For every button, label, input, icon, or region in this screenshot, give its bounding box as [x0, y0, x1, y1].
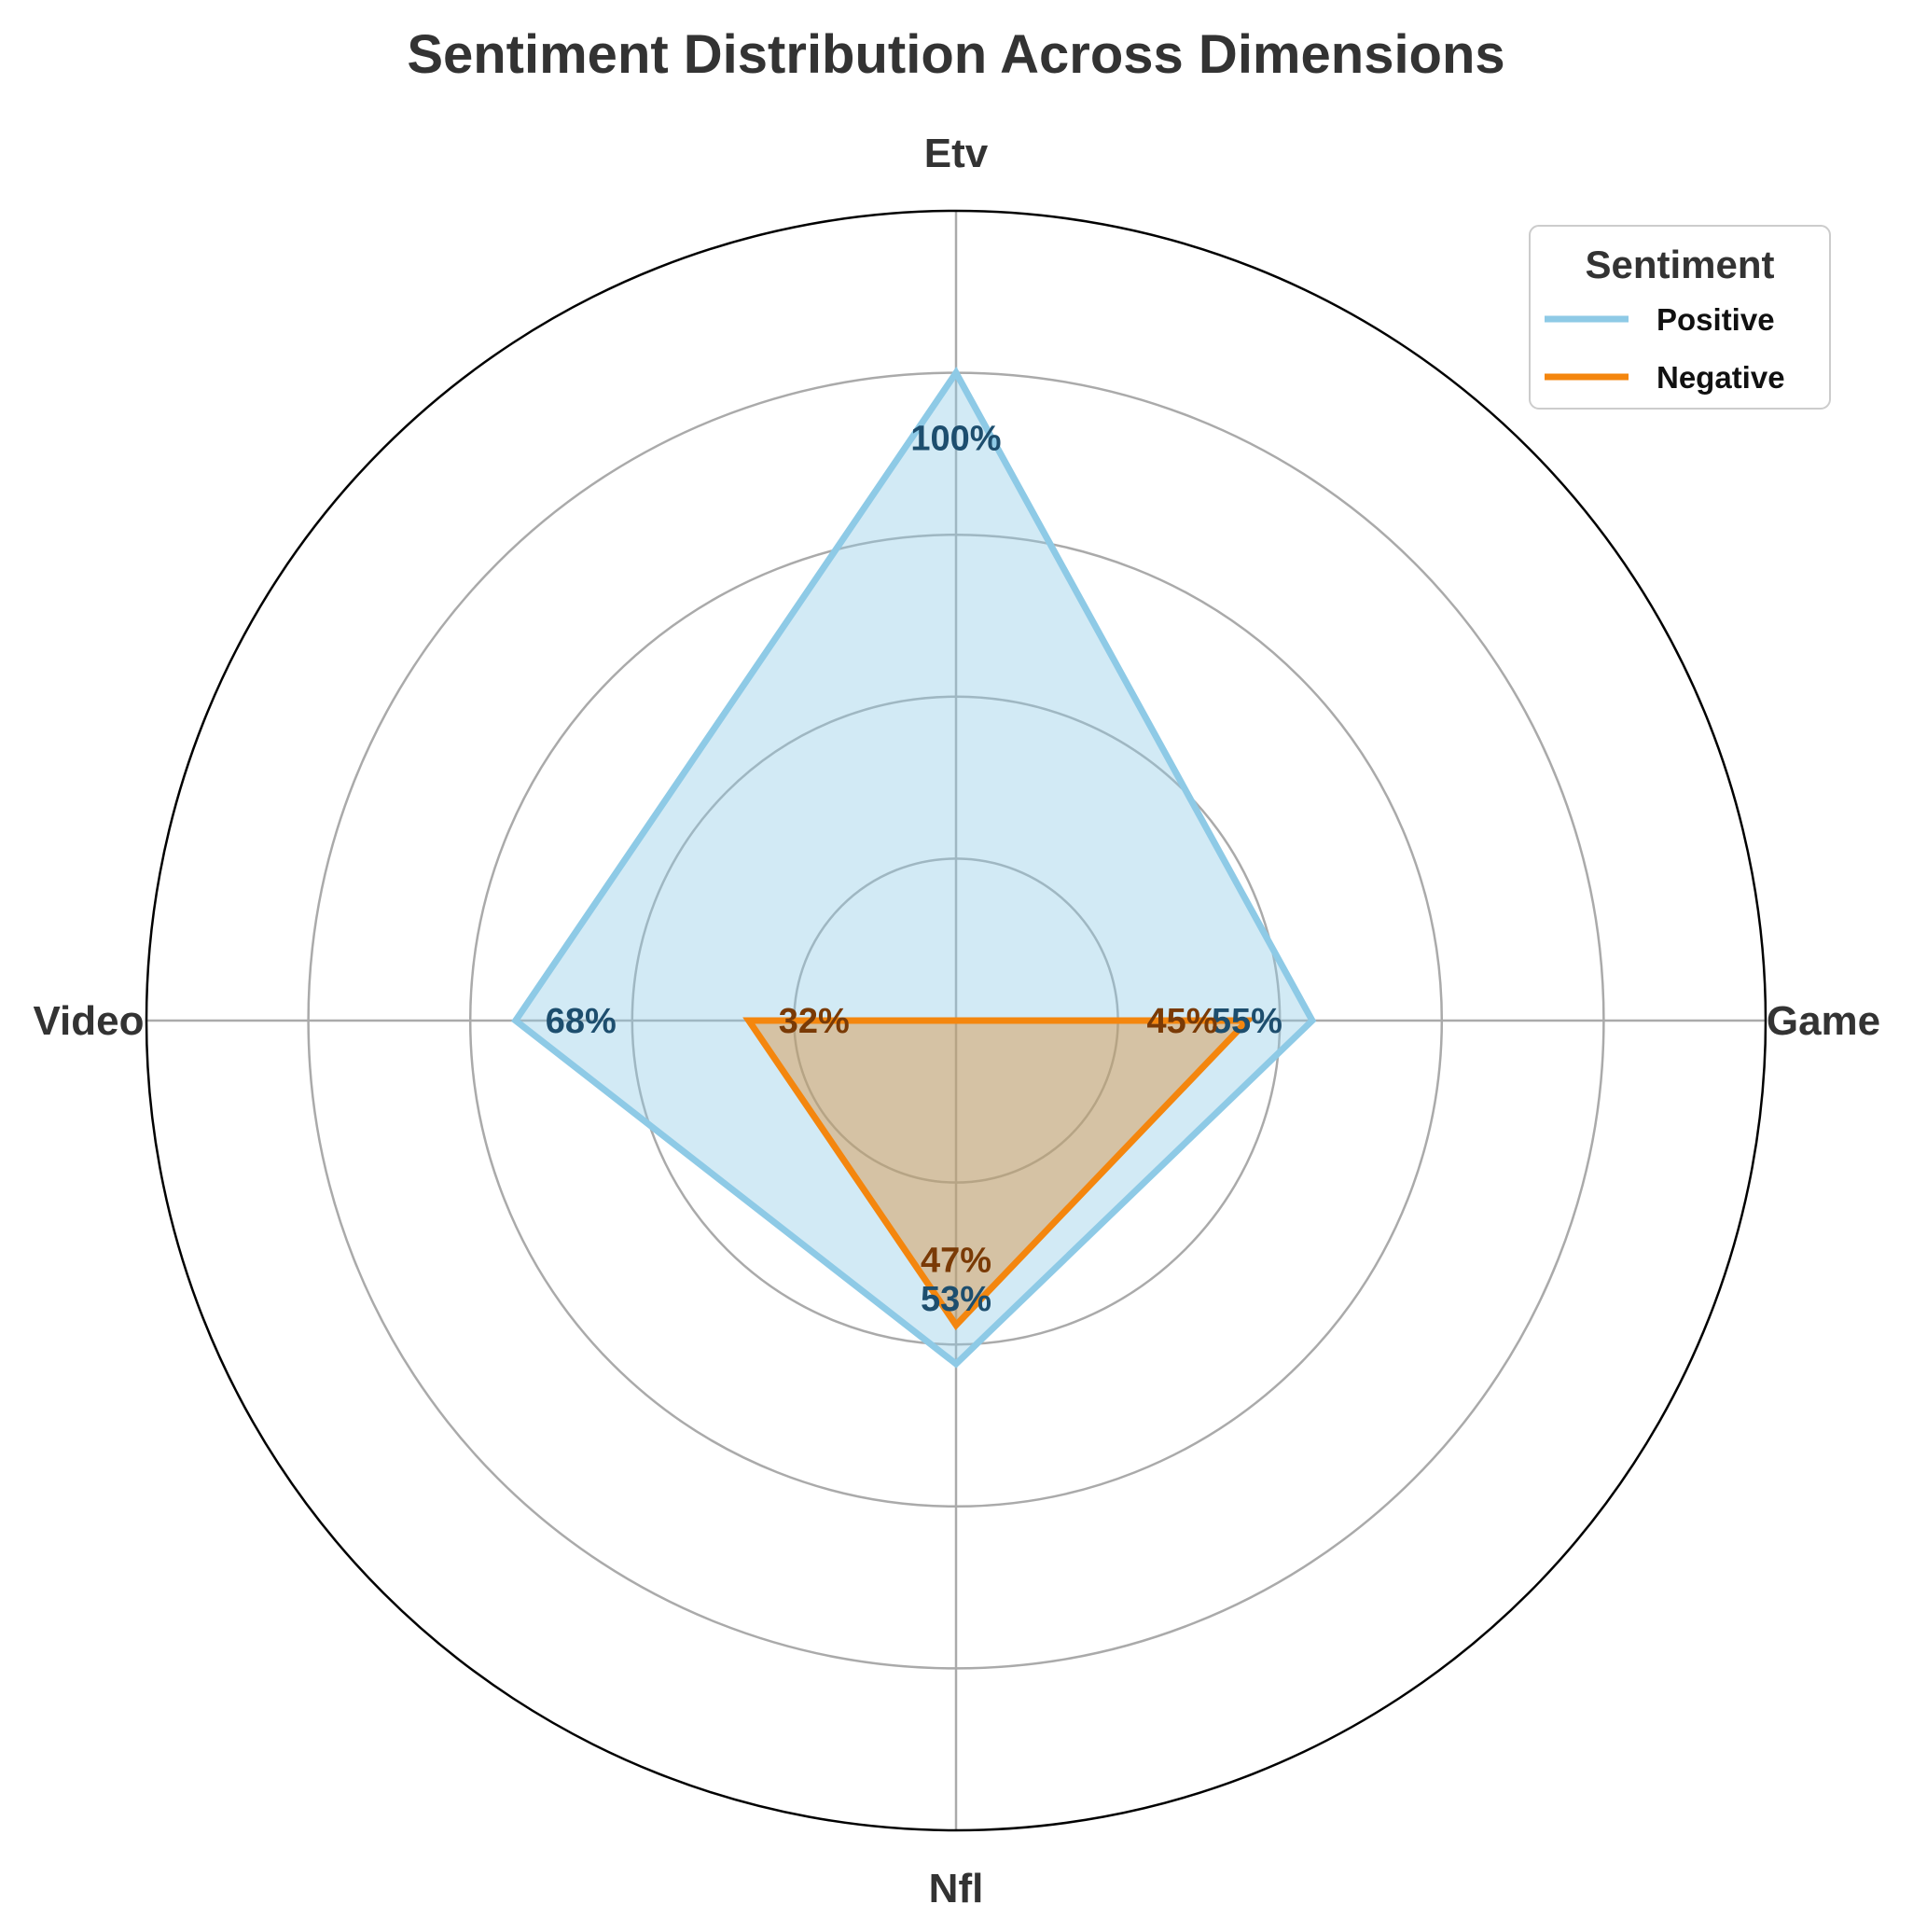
legend-label-positive: Positive: [1657, 302, 1775, 337]
data-label-positive-nfl: 53%: [921, 1280, 991, 1319]
data-label-positive-etv: 100%: [910, 420, 1001, 459]
axis-label-game: Game: [1767, 998, 1880, 1044]
legend-frame: [1529, 225, 1831, 410]
legend: Sentiment Positive Negative: [1529, 225, 1831, 410]
axis-label-video: Video: [33, 998, 144, 1044]
series-area-positive: [515, 372, 1312, 1365]
data-label-negative-nfl: 47%: [921, 1241, 991, 1280]
series-area-negative: [748, 1021, 1248, 1326]
data-label-positive-video: 68%: [546, 1002, 617, 1041]
data-label-negative-video: 32%: [779, 1002, 850, 1041]
axis-label-nfl: Nfl: [929, 1866, 984, 1911]
legend-title: Sentiment: [1585, 243, 1774, 286]
outer-frame: [145, 209, 1767, 1832]
axis-labels: Etv Game Nfl Video: [33, 131, 1880, 1911]
chart-title: Sentiment Distribution Across Dimensions: [407, 24, 1504, 85]
axis-label-etv: Etv: [924, 131, 989, 176]
data-label-positive-game: 55%: [1212, 1002, 1282, 1041]
grid-ring-2: [631, 695, 1282, 1346]
series-layer: [511, 366, 1317, 1369]
grid-ring-3: [468, 533, 1444, 1508]
series-line-positive: [511, 366, 1317, 1369]
legend-label-negative: Negative: [1657, 360, 1785, 395]
data-labels: 100% 55% 53% 68% 45% 47% 32%: [546, 420, 1282, 1319]
data-label-negative-game: 45%: [1146, 1002, 1217, 1041]
series-line-negative: [742, 1017, 1255, 1330]
